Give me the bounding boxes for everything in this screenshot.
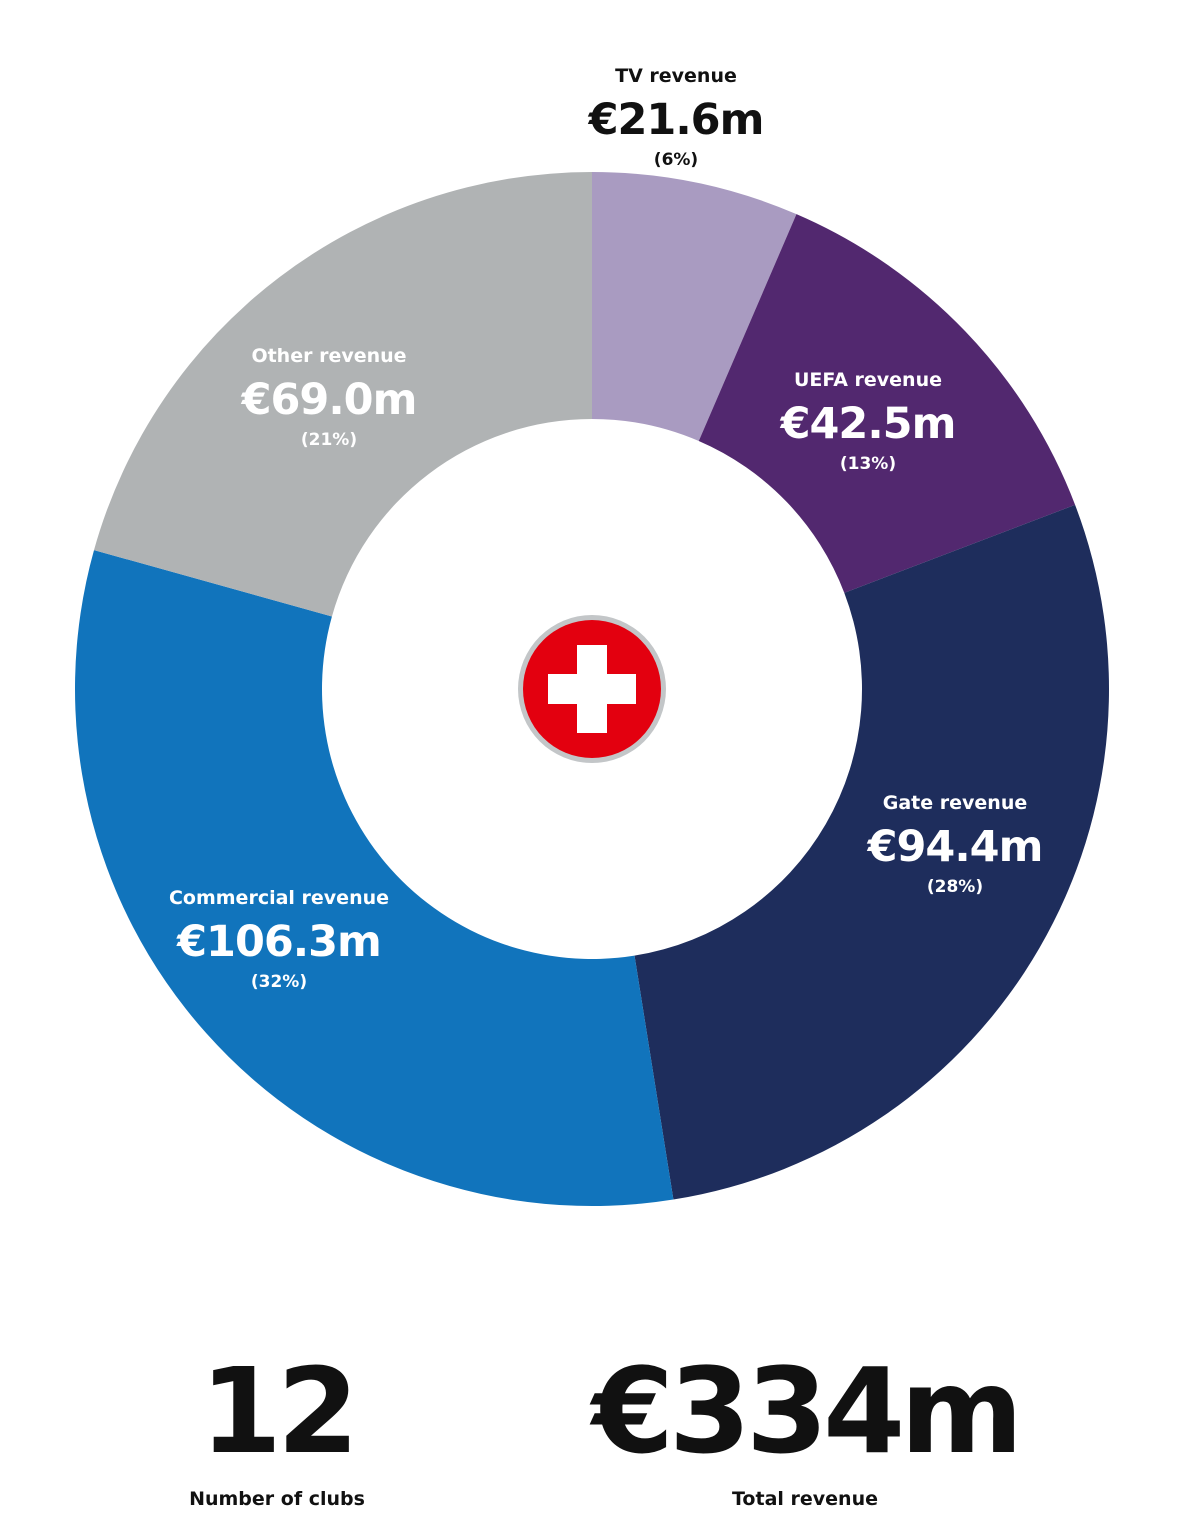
slice-label-percent-gate-revenue: (28%) <box>927 877 983 897</box>
slice-label-value-tv-revenue: €21.6m <box>588 95 764 145</box>
total-revenue-value: €334m <box>591 1342 1023 1480</box>
slice-label-percent-tv-revenue: (6%) <box>654 150 698 170</box>
total-revenue-stat: €334m Total revenue <box>570 1352 1040 1510</box>
slice-label-name-gate-revenue: Gate revenue <box>883 792 1027 814</box>
donut-slice-gate-revenue <box>634 504 1109 1200</box>
donut-slices <box>75 172 1109 1206</box>
donut-slice-tv-revenue <box>592 172 797 442</box>
total-revenue-label: Total revenue <box>732 1488 878 1510</box>
slice-label-percent-uefa-revenue: (13%) <box>840 454 896 474</box>
donut-slice-commercial-revenue <box>75 550 674 1206</box>
flag-cross-horizontal <box>548 674 636 704</box>
slice-labels: TV revenue €21.6m (6%) UEFA revenue €42.5m (1… <box>169 65 1043 992</box>
swiss-flag-icon <box>518 615 666 763</box>
donut-slice-uefa-revenue <box>698 214 1076 593</box>
slice-label-name-uefa-revenue: UEFA revenue <box>794 369 942 391</box>
number-of-clubs-value: 12 <box>199 1342 359 1480</box>
number-of-clubs-label: Number of clubs <box>189 1488 365 1510</box>
slice-label-name-commercial-revenue: Commercial revenue <box>169 887 389 909</box>
donut-slice-other-revenue <box>94 172 592 617</box>
slice-label-value-uefa-revenue: €42.5m <box>780 399 956 449</box>
slice-label-value-gate-revenue: €94.4m <box>867 822 1043 872</box>
slice-label-percent-commercial-revenue: (32%) <box>251 972 307 992</box>
slice-label-name-tv-revenue: TV revenue <box>615 65 737 87</box>
slice-label-name-other-revenue: Other revenue <box>251 345 406 367</box>
slice-label-percent-other-revenue: (21%) <box>301 430 357 450</box>
slice-label-value-commercial-revenue: €106.3m <box>176 917 381 967</box>
number-of-clubs-stat: 12 Number of clubs <box>137 1352 417 1510</box>
slice-label-value-other-revenue: €69.0m <box>241 375 417 425</box>
